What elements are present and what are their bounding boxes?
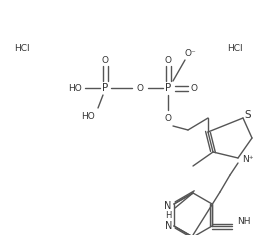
Text: HCl: HCl	[227, 43, 243, 52]
Text: O: O	[190, 83, 197, 93]
Text: N: N	[164, 201, 172, 211]
Text: O: O	[102, 55, 109, 64]
Text: O: O	[165, 55, 171, 64]
Text: O: O	[137, 83, 144, 93]
Text: HCl: HCl	[14, 43, 30, 52]
Text: NH: NH	[237, 216, 251, 226]
Text: O⁻: O⁻	[184, 48, 196, 58]
Text: HO: HO	[81, 111, 95, 121]
Text: P: P	[165, 83, 171, 93]
Text: N: N	[165, 221, 173, 231]
Text: H: H	[165, 212, 171, 220]
Text: S: S	[245, 110, 251, 120]
Text: HO: HO	[68, 83, 82, 93]
Text: N⁺: N⁺	[242, 156, 254, 164]
Text: P: P	[102, 83, 108, 93]
Text: O: O	[165, 114, 171, 122]
